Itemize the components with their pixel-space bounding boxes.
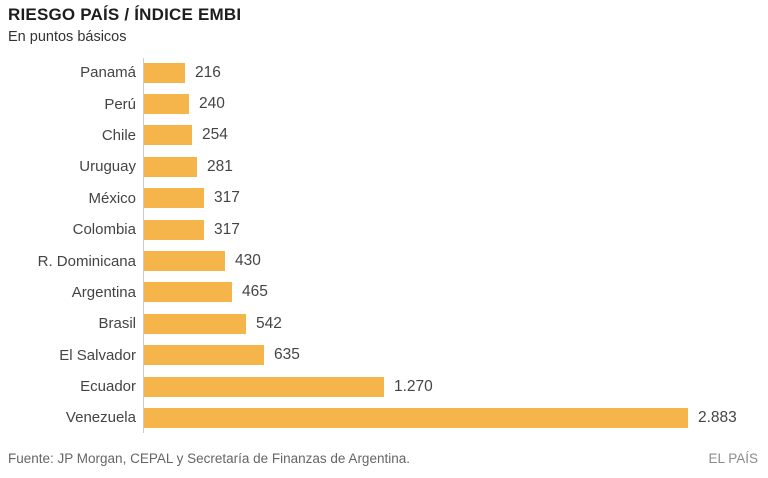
category-label: Argentina	[71, 283, 136, 301]
bar-track: 1.270	[144, 376, 760, 397]
value-label: 254	[202, 126, 228, 144]
bar	[144, 345, 264, 366]
bar	[144, 188, 204, 209]
category-label: Uruguay	[79, 158, 136, 176]
bar	[144, 313, 246, 334]
chart-row: Argentina 465	[8, 277, 760, 308]
category-label: Brasil	[98, 315, 136, 333]
chart-row: Colombia 317	[8, 214, 760, 245]
chart-row: Perú 240	[8, 88, 760, 119]
chart-row: México 317	[8, 183, 760, 214]
source-note: Fuente: JP Morgan, CEPAL y Secretaría de…	[8, 451, 410, 466]
value-label: 240	[199, 95, 225, 113]
value-label: 317	[214, 220, 240, 238]
bar	[144, 407, 688, 428]
category-label: Panamá	[80, 64, 136, 82]
category-label: México	[88, 189, 136, 207]
y-axis-line	[143, 58, 144, 433]
bar	[144, 219, 204, 240]
category-label: Colombia	[72, 221, 136, 239]
bar-track: 216	[144, 62, 760, 83]
value-label: 317	[214, 189, 240, 207]
brand-logo-text: EL PAÍS	[708, 451, 758, 466]
chart-subtitle: En puntos básicos	[8, 29, 127, 45]
value-label: 430	[235, 252, 261, 270]
bar	[144, 62, 185, 83]
bar	[144, 376, 384, 397]
value-label: 281	[207, 157, 233, 175]
bar-track: 240	[144, 94, 760, 115]
category-label: Venezuela	[65, 409, 136, 427]
value-label: 635	[274, 346, 300, 364]
value-label: 542	[256, 314, 282, 332]
bar	[144, 125, 192, 146]
category-label: Chile	[101, 126, 136, 144]
category-label: R. Dominicana	[37, 252, 136, 270]
value-label: 216	[195, 63, 221, 81]
bar-track: 465	[144, 282, 760, 303]
bar-track: 2.883	[144, 407, 760, 428]
chart-row: R. Dominicana 430	[8, 245, 760, 276]
chart-title: RIESGO PAÍS / ÍNDICE EMBI	[8, 5, 242, 24]
chart-row: Brasil 542	[8, 308, 760, 339]
bar-track: 317	[144, 219, 760, 240]
bar-track: 281	[144, 156, 760, 177]
bar-chart: Panamá 216 Perú 240 Chile 254	[8, 57, 760, 434]
value-label: 2.883	[698, 408, 737, 426]
chart-rows: Panamá 216 Perú 240 Chile 254	[8, 57, 760, 434]
category-label: El Salvador	[59, 346, 136, 364]
chart-row: Chile 254	[8, 120, 760, 151]
chart-row: Panamá 216	[8, 57, 760, 88]
bar-track: 317	[144, 188, 760, 209]
bar	[144, 94, 189, 115]
chart-row: El Salvador 635	[8, 340, 760, 371]
bar-track: 542	[144, 313, 760, 334]
value-label: 1.270	[394, 377, 433, 395]
bar-track: 430	[144, 251, 760, 272]
bar-track: 254	[144, 125, 760, 146]
chart-row: Ecuador 1.270	[8, 371, 760, 402]
bar	[144, 156, 197, 177]
chart-row: Venezuela 2.883	[8, 402, 760, 433]
value-label: 465	[242, 283, 268, 301]
chart-row: Uruguay 281	[8, 151, 760, 182]
category-label: Ecuador	[80, 378, 136, 396]
bar-track: 635	[144, 345, 760, 366]
category-label: Perú	[104, 95, 136, 113]
bar	[144, 282, 232, 303]
bar	[144, 251, 225, 272]
